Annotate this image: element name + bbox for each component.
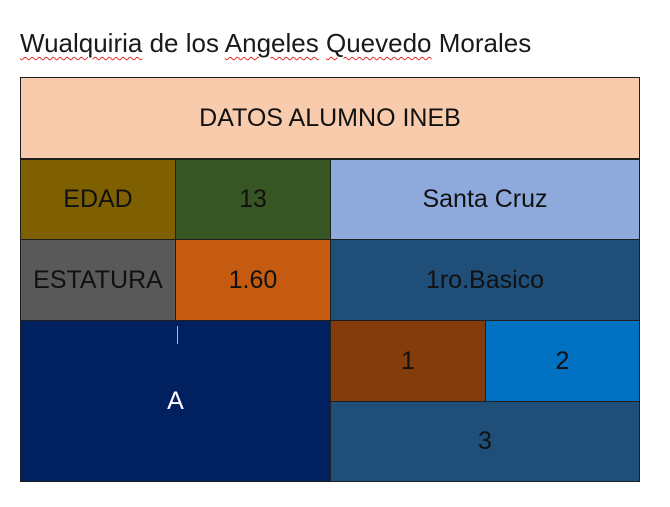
grade-text: 1ro.Basico bbox=[425, 265, 545, 294]
edad-label: EDAD bbox=[63, 185, 133, 213]
title-word-5: Morales bbox=[438, 28, 532, 58]
estatura-label-cell[interactable]: ESTATURA bbox=[20, 239, 176, 321]
cell-2[interactable]: 2 bbox=[485, 320, 640, 402]
estatura-value-cell[interactable]: 1.60 bbox=[175, 239, 331, 321]
grade-cell[interactable]: 1ro.Basico bbox=[330, 239, 640, 321]
cell-2-text: 2 bbox=[555, 346, 570, 375]
cell-1-text: 1 bbox=[401, 346, 415, 375]
table-header-cell[interactable]: DATOS ALUMNO INEB bbox=[20, 77, 640, 159]
edad-value-cell[interactable]: 13 bbox=[175, 159, 331, 240]
document-title: Wualquiria de los Angeles Quevedo Morale… bbox=[20, 26, 531, 60]
merged-a-cell[interactable]: A bbox=[20, 320, 331, 482]
edad-label-cell[interactable]: EDAD bbox=[20, 159, 176, 240]
title-word-3: Angeles bbox=[224, 28, 319, 58]
cell-3-text: 3 bbox=[478, 427, 492, 455]
title-word-2: de los bbox=[149, 28, 219, 58]
place-text: Santa Cruz bbox=[422, 185, 548, 213]
title-word-1: Wualquiria bbox=[20, 28, 143, 58]
title-word-4: Quevedo bbox=[325, 28, 432, 58]
edad-value: 13 bbox=[239, 185, 267, 213]
text-cursor-mark bbox=[177, 326, 178, 344]
place-cell[interactable]: Santa Cruz bbox=[330, 159, 640, 240]
estatura-value: 1.60 bbox=[228, 265, 278, 294]
estatura-label: ESTATURA bbox=[33, 265, 163, 294]
table-header-text: DATOS ALUMNO INEB bbox=[199, 103, 461, 132]
student-data-table: DATOS ALUMNO INEB EDAD 13 Santa Cruz EST… bbox=[20, 77, 640, 482]
cell-1[interactable]: 1 bbox=[330, 320, 486, 402]
cell-3[interactable]: 3 bbox=[330, 401, 640, 482]
merged-a-text: A bbox=[167, 386, 184, 415]
